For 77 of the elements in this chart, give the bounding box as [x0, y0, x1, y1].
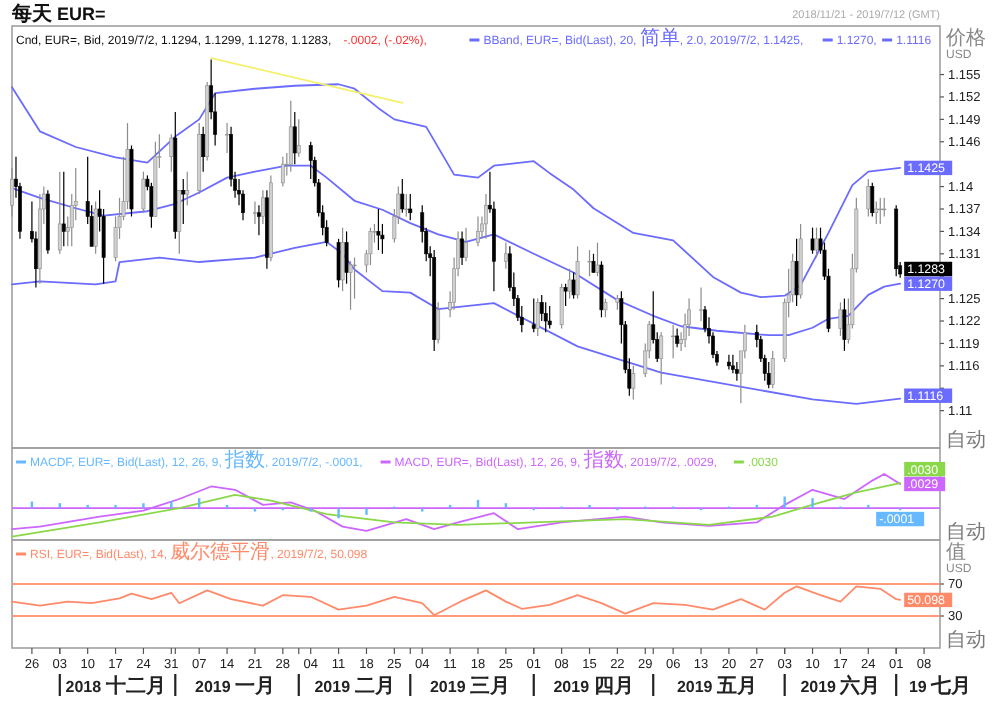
- candlestick: [10, 167, 14, 218]
- candlestick: [814, 227, 819, 259]
- chart-title: 每天 EUR=: [10, 2, 106, 26]
- candlestick: [348, 260, 353, 311]
- candlestick: [400, 178, 405, 214]
- candlestick: [460, 230, 464, 266]
- candlestick: [766, 361, 771, 389]
- candlestick: [376, 208, 381, 251]
- candlestick: [559, 283, 564, 330]
- candlestick: [253, 200, 257, 225]
- candlestick: [464, 227, 468, 262]
- candlestick: [571, 271, 576, 300]
- candlestick: [340, 227, 345, 292]
- candlestick: [280, 156, 285, 188]
- candlestick: [181, 178, 186, 225]
- candlestick: [257, 204, 261, 236]
- candlestick: [870, 182, 875, 218]
- candlestick: [543, 301, 548, 333]
- candlestick: [547, 305, 552, 330]
- candlestick: [292, 111, 297, 165]
- candlestick: [567, 268, 572, 300]
- candlestick: [587, 249, 592, 277]
- candlestick: [882, 197, 887, 218]
- candlestick: [675, 327, 680, 348]
- text: 自动: [946, 520, 986, 544]
- candlestick: [61, 171, 66, 247]
- x2-tick-label: 2019 四月: [553, 676, 634, 698]
- x2-tick-label: 2018 十二月: [65, 674, 166, 698]
- candlestick: [503, 242, 508, 270]
- candlestick: [308, 141, 313, 180]
- candlestick: [149, 182, 154, 229]
- candlestick: [874, 200, 879, 225]
- x2-tick-label: 2019 二月: [314, 676, 395, 698]
- candlestick: [288, 100, 293, 173]
- candlestick: [535, 298, 540, 337]
- text: 自动: [946, 428, 986, 452]
- candlestick: [336, 238, 341, 289]
- candlestick: [261, 189, 265, 225]
- x2-tick-label: 2019 一月: [195, 676, 276, 698]
- candlestick: [484, 193, 488, 240]
- candlestick: [599, 260, 604, 318]
- candlestick: [201, 126, 206, 173]
- candlestick: [476, 215, 480, 247]
- candlestick: [730, 354, 735, 374]
- candlestick: [671, 324, 676, 359]
- candlestick: [225, 122, 229, 154]
- text: 自动: [946, 628, 986, 652]
- candlestick: [531, 298, 536, 333]
- candlestick: [296, 118, 301, 158]
- candlestick: [727, 354, 731, 371]
- x2-tick-label: 2019 三月: [429, 676, 511, 698]
- candlestick: [631, 365, 636, 401]
- candlestick: [169, 133, 174, 173]
- candlestick: [878, 197, 883, 225]
- candlestick: [177, 189, 182, 255]
- candlestick: [408, 193, 413, 221]
- candlestick: [344, 230, 349, 285]
- candlestick: [810, 227, 815, 255]
- x2-tick-label: 2019 五月: [676, 676, 757, 698]
- candlestick: [699, 286, 703, 322]
- x2-tick-label: 2019 六月: [800, 674, 881, 698]
- candlestick: [770, 350, 775, 389]
- candlestick: [659, 331, 664, 386]
- candlestick: [57, 171, 62, 255]
- x2-tick-label: 19 七月: [908, 674, 972, 698]
- candlestick: [368, 227, 373, 266]
- candlestick: [563, 283, 568, 307]
- candlestick: [436, 301, 441, 345]
- candlestick: [595, 242, 600, 277]
- candlestick: [734, 361, 739, 382]
- candlestick: [404, 193, 409, 218]
- candlestick: [591, 253, 596, 274]
- candlestick: [838, 301, 843, 337]
- candlestick: [575, 245, 580, 300]
- candlestick: [866, 178, 871, 218]
- candlestick: [185, 171, 190, 206]
- candlestick: [603, 298, 608, 318]
